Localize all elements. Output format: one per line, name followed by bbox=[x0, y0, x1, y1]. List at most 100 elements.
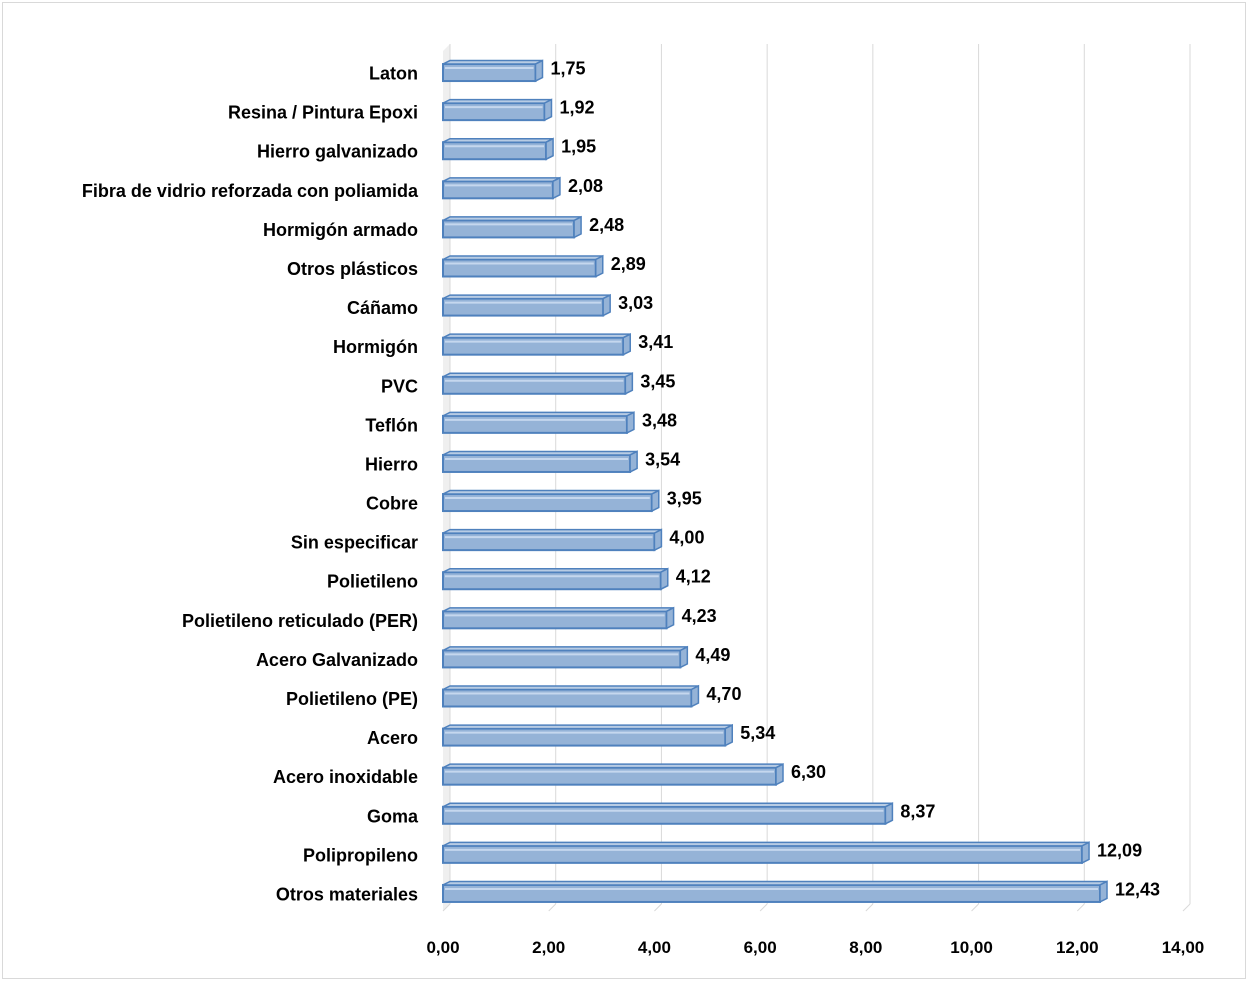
bar-top bbox=[442, 372, 633, 378]
bar-front bbox=[442, 727, 727, 747]
bar-end bbox=[595, 254, 604, 278]
value-label: 4,49 bbox=[695, 645, 730, 665]
value-label: 4,00 bbox=[669, 528, 704, 548]
bars bbox=[442, 59, 1108, 904]
category-label: Acero Galvanizado bbox=[256, 650, 418, 670]
bar bbox=[442, 450, 638, 474]
bar-front bbox=[442, 336, 625, 356]
category-label: Hierro galvanizado bbox=[257, 142, 418, 162]
bar-front bbox=[442, 688, 693, 708]
bar-end bbox=[629, 450, 638, 474]
value-label: 1,95 bbox=[561, 137, 596, 157]
bar bbox=[442, 684, 700, 708]
bar bbox=[442, 723, 734, 747]
bar-top bbox=[442, 137, 554, 143]
value-label: 4,23 bbox=[682, 606, 717, 626]
bar-end bbox=[624, 372, 634, 395]
category-label: Polietileno bbox=[327, 572, 418, 592]
bar bbox=[442, 215, 582, 239]
bar-end bbox=[534, 59, 544, 83]
value-label: 3,95 bbox=[667, 489, 702, 509]
category-label: Hormigón armado bbox=[263, 220, 418, 240]
bar-end bbox=[626, 411, 635, 435]
bar bbox=[442, 606, 675, 630]
bar bbox=[442, 645, 689, 669]
value-label: 3,48 bbox=[642, 410, 677, 430]
category-label: Acero inoxidable bbox=[273, 767, 418, 787]
bar bbox=[442, 372, 634, 395]
value-label: 3,03 bbox=[618, 293, 653, 313]
category-label: Laton bbox=[369, 64, 418, 84]
value-label: 3,54 bbox=[645, 449, 680, 469]
bar-top bbox=[442, 294, 611, 300]
bar-front bbox=[442, 883, 1102, 903]
category-label: Resina / Pintura Epoxi bbox=[228, 103, 418, 123]
gridline-floor bbox=[1182, 903, 1191, 912]
bar-top bbox=[442, 880, 1108, 886]
value-label: 8,37 bbox=[900, 801, 935, 821]
category-label: Cobre bbox=[366, 494, 418, 514]
bar-top bbox=[442, 177, 561, 183]
bar-end bbox=[884, 802, 894, 825]
bar bbox=[442, 332, 631, 356]
value-label: 2,08 bbox=[568, 176, 603, 196]
bar bbox=[442, 528, 663, 552]
category-label: Hormigón bbox=[333, 337, 418, 357]
bar bbox=[442, 567, 669, 591]
bar bbox=[442, 59, 544, 83]
bar-top bbox=[442, 841, 1090, 847]
bar-front bbox=[442, 141, 548, 161]
gridline-floor bbox=[1076, 903, 1085, 912]
bar-end bbox=[724, 723, 734, 747]
bar-front bbox=[442, 102, 546, 122]
bar-front bbox=[442, 297, 605, 317]
x-tick-label: 2,00 bbox=[532, 938, 565, 957]
x-tick-label: 0,00 bbox=[426, 938, 459, 957]
category-label: Acero bbox=[367, 728, 418, 748]
gridline-floor bbox=[971, 903, 979, 912]
bar-front bbox=[442, 180, 554, 200]
bar bbox=[442, 254, 604, 278]
x-tick-label: 8,00 bbox=[849, 938, 882, 957]
bar-top bbox=[442, 411, 635, 417]
bar-top bbox=[442, 724, 733, 730]
bar-top bbox=[442, 333, 631, 339]
bar-chart: Laton Resina / Pintura Epoxi Hierro galvan… bbox=[82, 44, 1204, 957]
category-label: Teflón bbox=[365, 415, 418, 435]
bar-front bbox=[442, 453, 632, 473]
value-label: 3,41 bbox=[638, 332, 673, 352]
category-label: Fibra de vidrio reforzada con poliamida bbox=[82, 181, 419, 201]
x-tick-label: 10,00 bbox=[950, 938, 993, 957]
category-label: PVC bbox=[381, 376, 418, 396]
bar-front bbox=[442, 844, 1084, 864]
value-label: 3,45 bbox=[640, 371, 675, 391]
gridline-floor bbox=[865, 903, 874, 912]
bar-top bbox=[442, 528, 662, 534]
x-axis-ticks: 0,00 2,00 4,00 6,00 8,00 10,00 12,00 14,00 bbox=[426, 938, 1204, 957]
gridline-floor bbox=[548, 903, 557, 912]
bar bbox=[442, 98, 553, 122]
value-label: 12,43 bbox=[1115, 879, 1160, 899]
bar-end bbox=[653, 528, 663, 552]
bar-top bbox=[442, 59, 543, 65]
bar-end bbox=[573, 215, 582, 239]
gridlines bbox=[442, 44, 1191, 912]
bar bbox=[442, 293, 611, 317]
gridline-floor bbox=[654, 903, 662, 912]
bar-end bbox=[552, 176, 561, 200]
category-label: Goma bbox=[367, 806, 419, 826]
bar-front bbox=[442, 63, 537, 83]
bar-end bbox=[660, 567, 669, 591]
bar-top bbox=[442, 216, 582, 222]
bar-end bbox=[665, 606, 675, 630]
bar-top bbox=[442, 646, 688, 652]
bar-end bbox=[1099, 880, 1108, 904]
bar-end bbox=[543, 98, 553, 122]
bar-top bbox=[442, 802, 893, 808]
bar-front bbox=[442, 610, 668, 630]
category-label: Polietileno reticulado (PER) bbox=[182, 611, 418, 631]
x-tick-label: 6,00 bbox=[744, 938, 777, 957]
category-label: Polietileno (PE) bbox=[286, 689, 418, 709]
bar-top bbox=[442, 607, 674, 613]
